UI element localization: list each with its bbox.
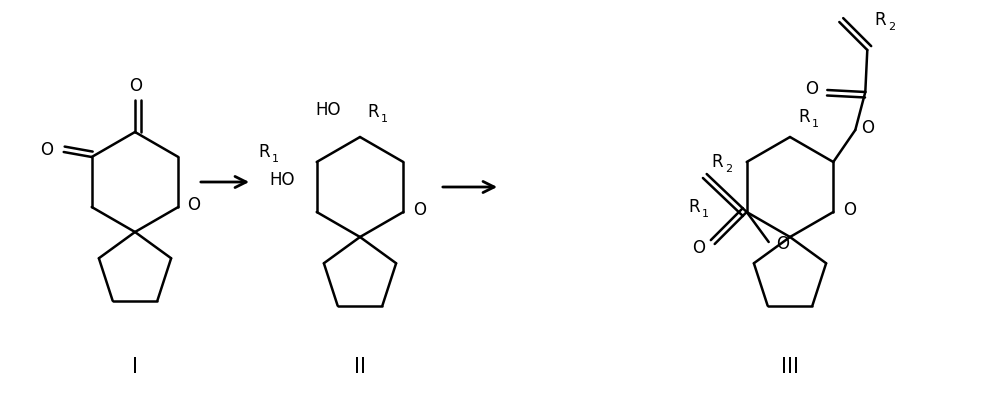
Text: 1: 1 <box>812 119 818 129</box>
Text: 2: 2 <box>888 22 895 32</box>
Text: 1: 1 <box>272 154 279 164</box>
Text: R: R <box>874 11 886 29</box>
Text: O: O <box>843 201 856 219</box>
Text: O: O <box>861 119 874 137</box>
Text: HO: HO <box>269 171 294 189</box>
Text: O: O <box>692 239 705 257</box>
Text: I: I <box>132 357 138 377</box>
Text: R: R <box>689 198 700 216</box>
Text: 1: 1 <box>380 114 388 124</box>
Text: II: II <box>354 357 366 377</box>
Text: O: O <box>130 77 143 95</box>
Text: R: R <box>367 103 379 121</box>
Text: R: R <box>712 153 723 171</box>
Text: III: III <box>781 357 799 377</box>
Text: O: O <box>187 196 200 214</box>
Text: O: O <box>413 201 426 219</box>
Text: R: R <box>798 108 810 126</box>
Text: O: O <box>776 235 789 253</box>
Text: R: R <box>259 143 270 161</box>
Text: 2: 2 <box>725 164 732 174</box>
Text: O: O <box>805 80 818 98</box>
Text: HO: HO <box>315 101 341 119</box>
Text: O: O <box>40 141 53 159</box>
Text: 1: 1 <box>702 209 709 219</box>
